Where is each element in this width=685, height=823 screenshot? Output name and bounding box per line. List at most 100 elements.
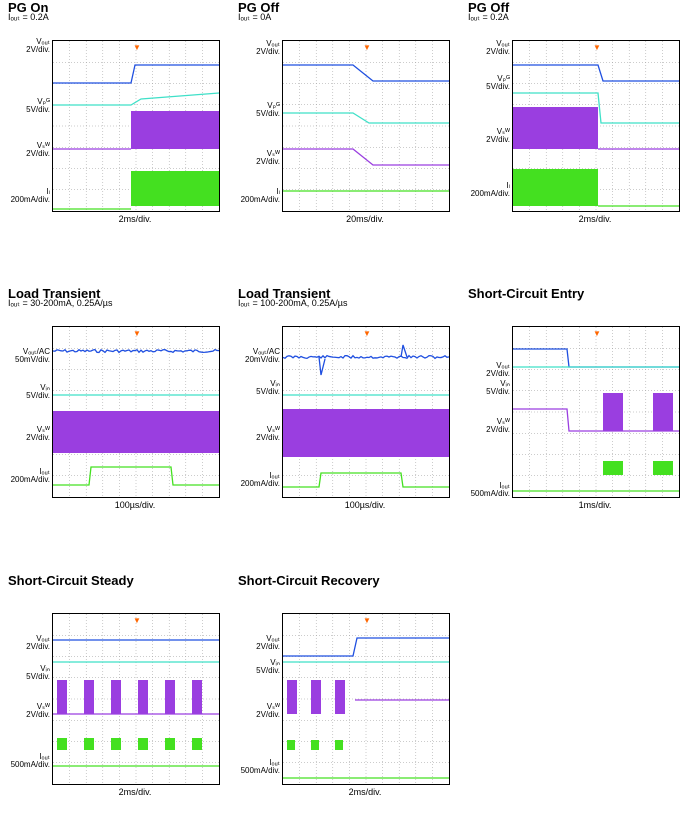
channel-name: Vₒᵤₜ bbox=[36, 37, 50, 46]
channel-label: Vₒᵤₜ 2V/div. bbox=[486, 40, 510, 56]
channel-label: Vᵢₙ 5V/div. bbox=[26, 665, 50, 681]
channel-label: Vᵢₙ 5V/div. bbox=[256, 380, 280, 396]
channel-label: Iₗ 200mA/div. bbox=[471, 182, 510, 198]
switching-band bbox=[192, 738, 202, 750]
channel-scale: 5V/div. bbox=[26, 391, 50, 400]
scope-screen: ▼ bbox=[512, 40, 680, 212]
scope-traces: ▼ bbox=[513, 327, 679, 497]
channel-name: Vₛᵂ bbox=[266, 425, 280, 434]
scope-panel-pg-off-02a: PG Off Iₒᵤₜ = 0.2A ▼ Vₒᵤₜ 2V/div. Vₚᴳ 5V/div. V… bbox=[468, 0, 685, 250]
panel-title: PG Off bbox=[468, 0, 510, 15]
switching-band bbox=[111, 738, 121, 750]
channel-label: Iₒᵤₜ 200mA/div. bbox=[11, 468, 50, 484]
vpg-trace bbox=[53, 92, 220, 106]
channel-name: Vₛᵂ bbox=[266, 702, 280, 711]
channel-name: Vₚᴳ bbox=[37, 97, 50, 106]
scope-traces: ▼ bbox=[283, 614, 449, 784]
scope-screen: ▼ bbox=[52, 613, 220, 785]
panel-title: PG On bbox=[8, 0, 49, 15]
channel-scale: 200mA/div. bbox=[10, 475, 50, 484]
channel-name: Iₒᵤₜ bbox=[269, 758, 280, 767]
switching-band bbox=[311, 740, 319, 750]
switching-band bbox=[653, 393, 673, 431]
channel-scale: 2V/div. bbox=[26, 433, 50, 442]
switching-band bbox=[603, 393, 623, 431]
channel-name: Vₛᵂ bbox=[496, 417, 510, 426]
channel-name: Vₛᵂ bbox=[36, 425, 50, 434]
switching-band bbox=[335, 680, 345, 714]
channel-label: Vₒᵤₜ 2V/div. bbox=[486, 362, 510, 378]
channel-scale: 2V/div. bbox=[486, 369, 510, 378]
time-scale-label: 2ms/div. bbox=[118, 787, 152, 797]
switching-band bbox=[57, 680, 67, 714]
switching-band bbox=[513, 169, 598, 206]
scope-traces: ▼ bbox=[513, 41, 679, 211]
switching-band bbox=[57, 738, 67, 750]
switching-band bbox=[603, 461, 623, 475]
channel-label: Vₛᵂ 2V/div. bbox=[256, 703, 280, 719]
scope-panel-load-transient-2: Load Transient Iₒᵤₜ = 100-200mA, 0.25A/µs… bbox=[238, 286, 463, 536]
panel-title: PG Off bbox=[238, 0, 280, 15]
vsw-trace bbox=[513, 408, 679, 432]
trigger-marker: ▼ bbox=[593, 43, 601, 52]
channel-scale: 5V/div. bbox=[256, 387, 280, 396]
trigger-marker: ▼ bbox=[133, 43, 141, 52]
channel-label: Vₒᵤₜ 2V/div. bbox=[26, 635, 50, 651]
channel-label: Vₛᵂ 2V/div. bbox=[26, 426, 50, 442]
channel-label: Vₚᴳ 5V/div. bbox=[256, 102, 280, 118]
channel-label: Vₛᵂ 2V/div. bbox=[26, 703, 50, 719]
scope-traces: ▼ bbox=[283, 41, 449, 211]
channel-name: Iₒᵤₜ bbox=[39, 752, 50, 761]
time-scale-label: 1ms/div. bbox=[578, 500, 612, 510]
trigger-marker: ▼ bbox=[363, 616, 371, 625]
iout-trace bbox=[283, 472, 449, 488]
vout-ac-trace bbox=[52, 348, 220, 354]
channel-label: Vₒᵤₜ 2V/div. bbox=[256, 40, 280, 56]
channel-scale: 2V/div. bbox=[256, 710, 280, 719]
switching-band bbox=[283, 409, 449, 457]
channel-scale: 2V/div. bbox=[26, 642, 50, 651]
channel-scale: 500mA/div. bbox=[10, 760, 50, 769]
channel-name: Vₛᵂ bbox=[496, 127, 510, 136]
channel-scale: 2V/div. bbox=[26, 149, 50, 158]
panel-title: Short-Circuit Entry bbox=[468, 286, 585, 301]
channel-name: Iₗ bbox=[276, 187, 280, 196]
channel-name: Vᵢₙ bbox=[40, 383, 50, 392]
panel-subtitle: Iₒᵤₜ = 0A bbox=[238, 12, 272, 22]
channel-scale: 200mA/div. bbox=[240, 195, 280, 204]
scope-grid bbox=[283, 41, 449, 211]
time-scale-label: 100µs/div. bbox=[344, 500, 386, 510]
panel-subtitle: Iₒᵤₜ = 0.2A bbox=[468, 12, 509, 22]
channel-name: Iₒᵤₜ bbox=[269, 471, 280, 480]
switching-band bbox=[111, 680, 121, 714]
time-scale-label: 2ms/div. bbox=[118, 214, 152, 224]
scope-panel-pg-on: PG On Iₒᵤₜ = 0.2A ▼ Vₒᵤₜ 2V/div. Vₚᴳ 5V/div. Vₛ… bbox=[8, 0, 233, 250]
channel-name: Vₒᵤₜ bbox=[36, 634, 50, 643]
channel-label: Vᵢₙ 5V/div. bbox=[486, 380, 510, 396]
channel-label: Vₛᵂ 2V/div. bbox=[256, 150, 280, 166]
channel-name: Vₒᵤₜ bbox=[266, 39, 280, 48]
channel-label: Iₗ 200mA/div. bbox=[11, 188, 50, 204]
scope-traces: ▼ bbox=[282, 327, 450, 497]
channel-scale: 5V/div. bbox=[256, 666, 280, 675]
panel-subtitle: Iₒᵤₜ = 100-200mA, 0.25A/µs bbox=[238, 298, 348, 308]
panel-title: Load Transient bbox=[8, 286, 101, 301]
channel-name: Vₛᵂ bbox=[266, 149, 280, 158]
time-scale-label: 100µs/div. bbox=[114, 500, 156, 510]
time-scale-label: 20ms/div. bbox=[346, 214, 384, 224]
channel-name: Vₛᵂ bbox=[36, 702, 50, 711]
scope-grid bbox=[513, 327, 679, 497]
channel-scale: 200mA/div. bbox=[240, 479, 280, 488]
channel-scale: 2V/div. bbox=[256, 157, 280, 166]
scope-traces: ▼ bbox=[53, 614, 219, 784]
trigger-marker: ▼ bbox=[133, 329, 141, 338]
channel-scale: 200mA/div. bbox=[10, 195, 50, 204]
channel-name: Vₚᴳ bbox=[497, 74, 510, 83]
panel-subtitle: Iₒᵤₜ = 30-200mA, 0.25A/µs bbox=[8, 298, 113, 308]
channel-name: Iₒᵤₜ bbox=[39, 467, 50, 476]
channel-name: Iₒᵤₜ bbox=[499, 481, 510, 490]
trigger-marker: ▼ bbox=[363, 329, 371, 338]
switching-band bbox=[192, 680, 202, 714]
vout-trace bbox=[283, 637, 449, 657]
channel-name: Vᵢₙ bbox=[40, 664, 50, 673]
